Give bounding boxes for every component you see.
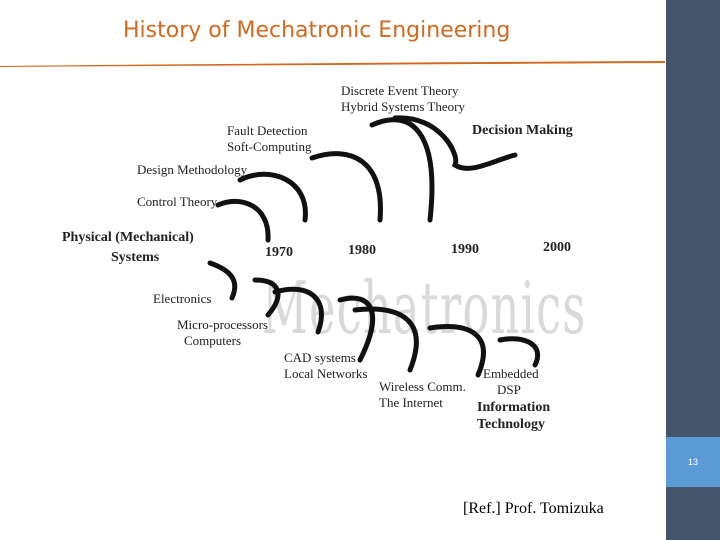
arc-cad [272, 286, 324, 335]
arc-electronics [207, 260, 238, 301]
arc-strokes [207, 115, 540, 378]
label-decision-making: Decision Making [472, 123, 573, 138]
label-computers: Computers [184, 333, 242, 348]
label-physical-mechanical: Physical (Mechanical) [62, 230, 194, 245]
slide-title: History of Mechatronic Engineering [123, 18, 511, 43]
reference-citation: [Ref.] Prof. Tomizuka [463, 500, 604, 517]
year-label: 2000 [543, 240, 571, 255]
arc-embedded [497, 336, 540, 368]
label-wireless-comm: Wireless Comm. [379, 379, 466, 394]
label-hybrid-systems-theory: Hybrid Systems Theory [341, 99, 465, 114]
mechatronics-timeline-diagram: Mechatronics Discrete Event Theory Hybri… [0, 70, 665, 450]
label-systems: Systems [111, 250, 160, 265]
label-cad-systems: CAD systems [284, 350, 356, 365]
label-information: Information [477, 400, 551, 415]
arc-control-theory [215, 198, 271, 243]
year-label: 1980 [348, 243, 376, 258]
label-design-methodology: Design Methodology [137, 162, 248, 177]
page-number: 13 [687, 457, 698, 467]
label-the-internet: The Internet [379, 395, 443, 410]
label-control-theory: Control Theory [137, 194, 218, 209]
arc-fault-detection [309, 151, 383, 223]
arc-discrete-event [369, 117, 435, 223]
label-fault-detection: Fault Detection [227, 123, 308, 138]
label-soft-computing: Soft-Computing [227, 139, 312, 154]
year-label: 1990 [451, 242, 479, 257]
label-electronics: Electronics [153, 291, 212, 306]
label-embedded: Embedded [483, 366, 539, 381]
label-dsp: DSP [497, 382, 521, 397]
title-underline [0, 61, 665, 67]
arc-decision-making [392, 115, 518, 171]
arc-internet [427, 324, 486, 378]
label-technology: Technology [477, 417, 545, 432]
arc-design-methodology [237, 171, 308, 223]
arc-microprocessors [252, 277, 281, 318]
label-local-networks: Local Networks [284, 366, 368, 381]
arc-wireless [352, 306, 419, 373]
label-microprocessors: Micro-processors [177, 317, 268, 332]
year-label: 1970 [265, 245, 293, 260]
mechatronics-watermark: Mechatronics [262, 266, 587, 350]
page-number-badge: 13 [666, 437, 720, 487]
label-discrete-event-theory: Discrete Event Theory [341, 83, 459, 98]
